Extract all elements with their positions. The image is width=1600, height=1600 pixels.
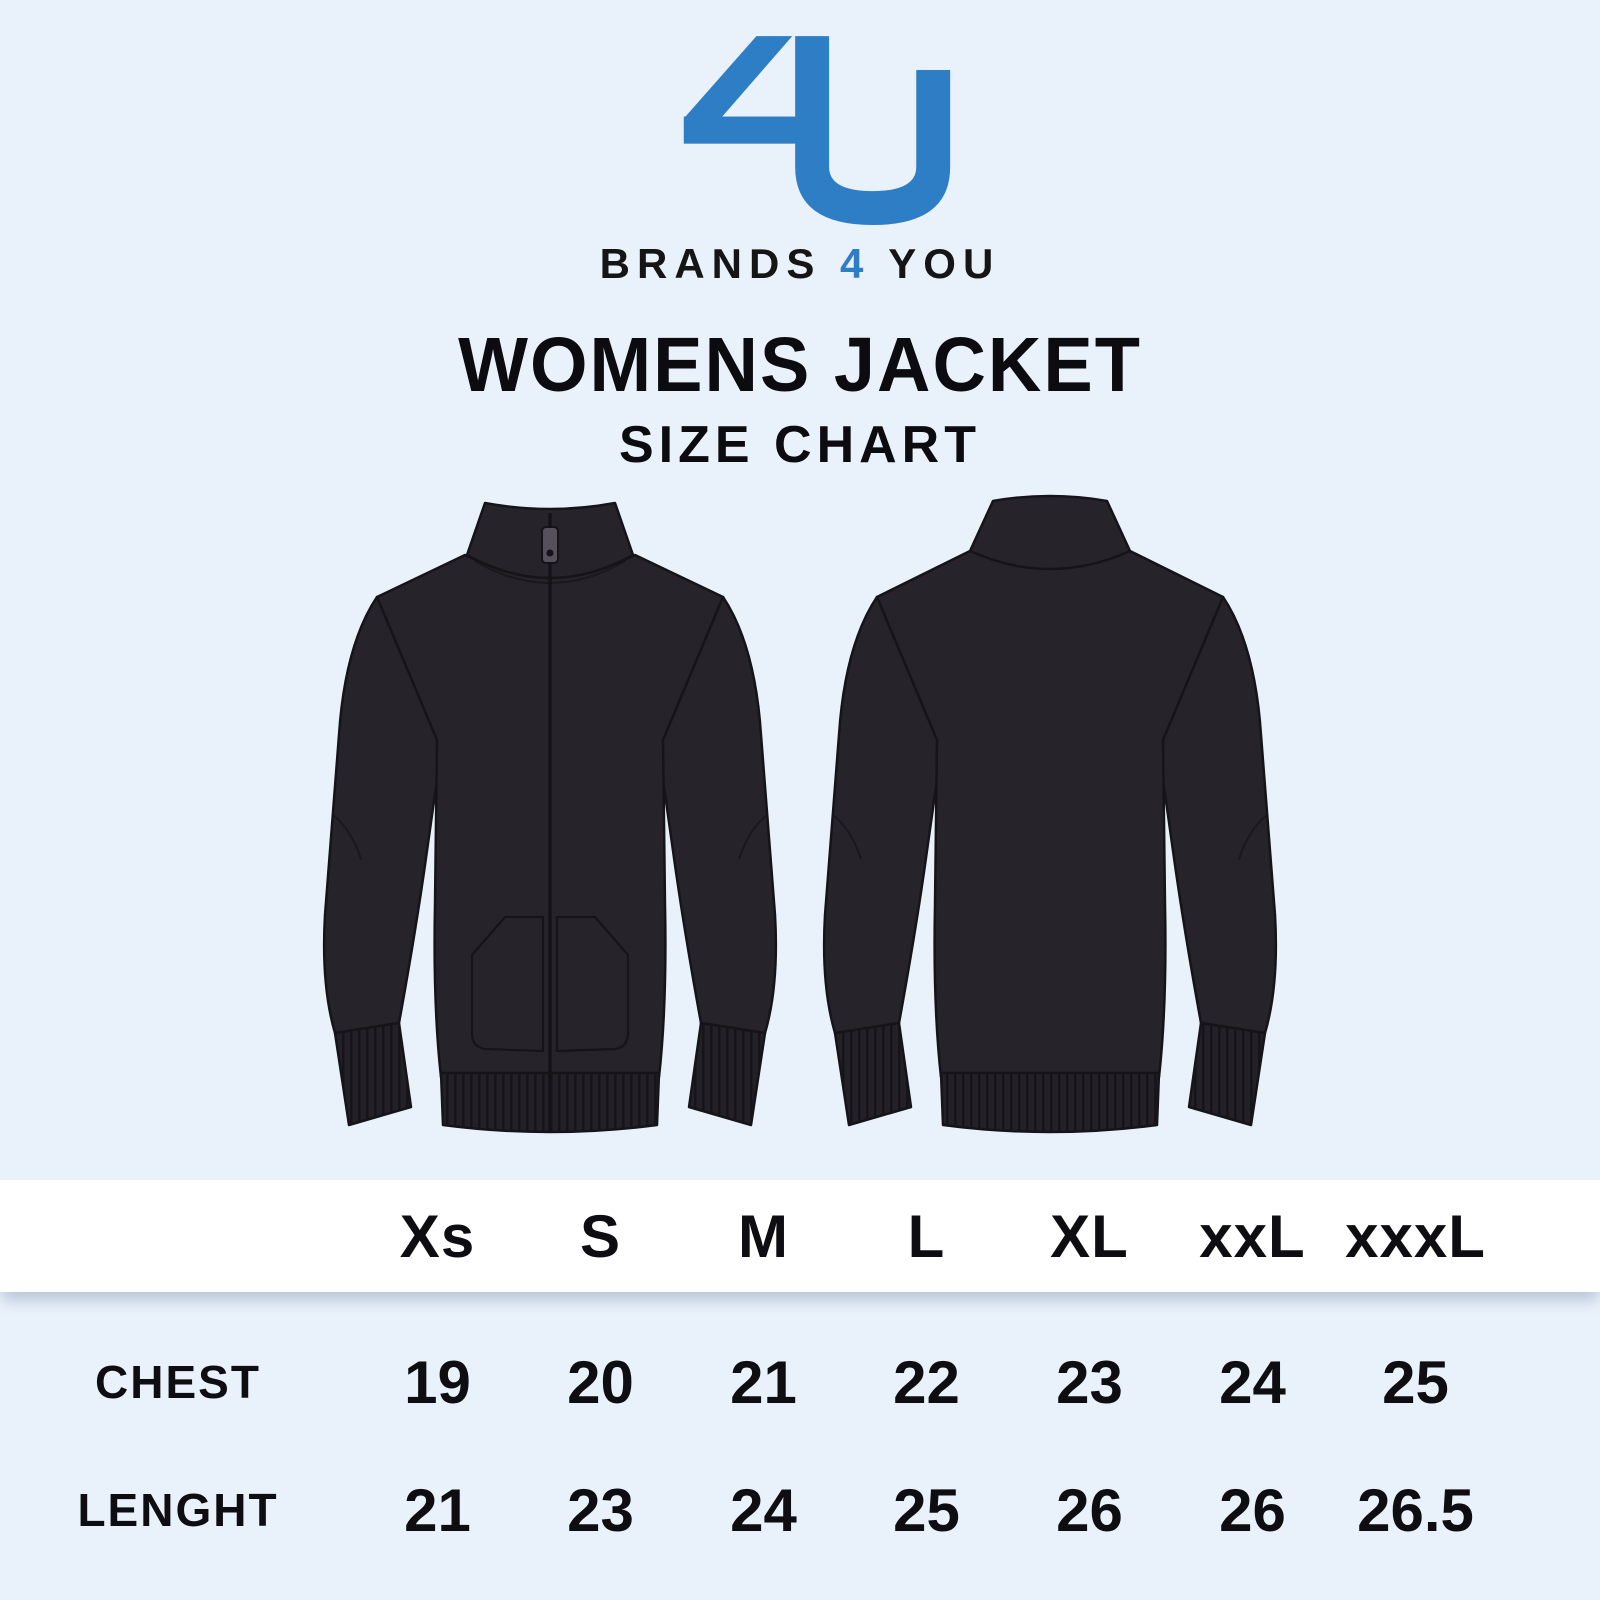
length-s: 23	[567, 1476, 634, 1544]
wordmark-brands: BRANDS	[599, 240, 822, 287]
chest-xl: 23	[1056, 1348, 1123, 1416]
length-xxxl: 26.5	[1357, 1476, 1474, 1544]
chest-s: 20	[567, 1348, 634, 1416]
size-table-body: CHEST 19 20 21 22 23 24 25 LENGHT 21 23 …	[0, 1292, 1600, 1574]
row-label-chest: CHEST	[95, 1356, 261, 1408]
header: BRANDS 4 YOU WOMENS JACKET SIZE CHART	[0, 0, 1600, 475]
chest-xxxl: 25	[1382, 1348, 1449, 1416]
brand-logo-4u-icon	[683, 36, 951, 226]
jacket-illustrations	[0, 485, 1600, 1140]
col-header-xs: Xs	[399, 1202, 476, 1270]
length-xl: 26	[1056, 1476, 1123, 1544]
row-label-length: LENGHT	[77, 1484, 279, 1536]
chest-m: 21	[730, 1348, 797, 1416]
size-table: Xs S M L XL xxL xxxL CHEST 19 20 21 22 2…	[0, 1180, 1600, 1574]
length-xs: 21	[404, 1476, 471, 1544]
wordmark-you: YOU	[888, 240, 1001, 287]
col-header-m: M	[738, 1202, 789, 1270]
col-header-xl: XL	[1050, 1202, 1129, 1270]
length-xxl: 26	[1219, 1476, 1286, 1544]
col-header-xxxl: xxxL	[1345, 1202, 1486, 1270]
table-row-chest: CHEST 19 20 21 22 23 24 25	[0, 1318, 1600, 1446]
jacket-front-illustration	[322, 501, 778, 1134]
length-m: 24	[730, 1476, 797, 1544]
page-title: WOMENS JACKET	[458, 321, 1142, 408]
col-header-xxl: xxL	[1199, 1202, 1306, 1270]
col-header-s: S	[579, 1202, 622, 1270]
chest-xxl: 24	[1219, 1348, 1286, 1416]
brand-wordmark: BRANDS 4 YOU	[0, 240, 1600, 288]
page-subtitle: SIZE CHART	[619, 416, 981, 474]
chest-xs: 19	[404, 1348, 471, 1416]
zipper-icon	[541, 513, 559, 1133]
wordmark-4: 4	[840, 240, 871, 287]
col-header-l: L	[907, 1202, 946, 1270]
chest-l: 22	[893, 1348, 960, 1416]
length-l: 25	[893, 1476, 960, 1544]
size-table-header-row: Xs S M L XL xxL xxxL	[0, 1180, 1600, 1292]
table-row-length: LENGHT 21 23 24 25 26 26 26.5	[0, 1446, 1600, 1574]
jacket-back-illustration	[822, 494, 1278, 1134]
